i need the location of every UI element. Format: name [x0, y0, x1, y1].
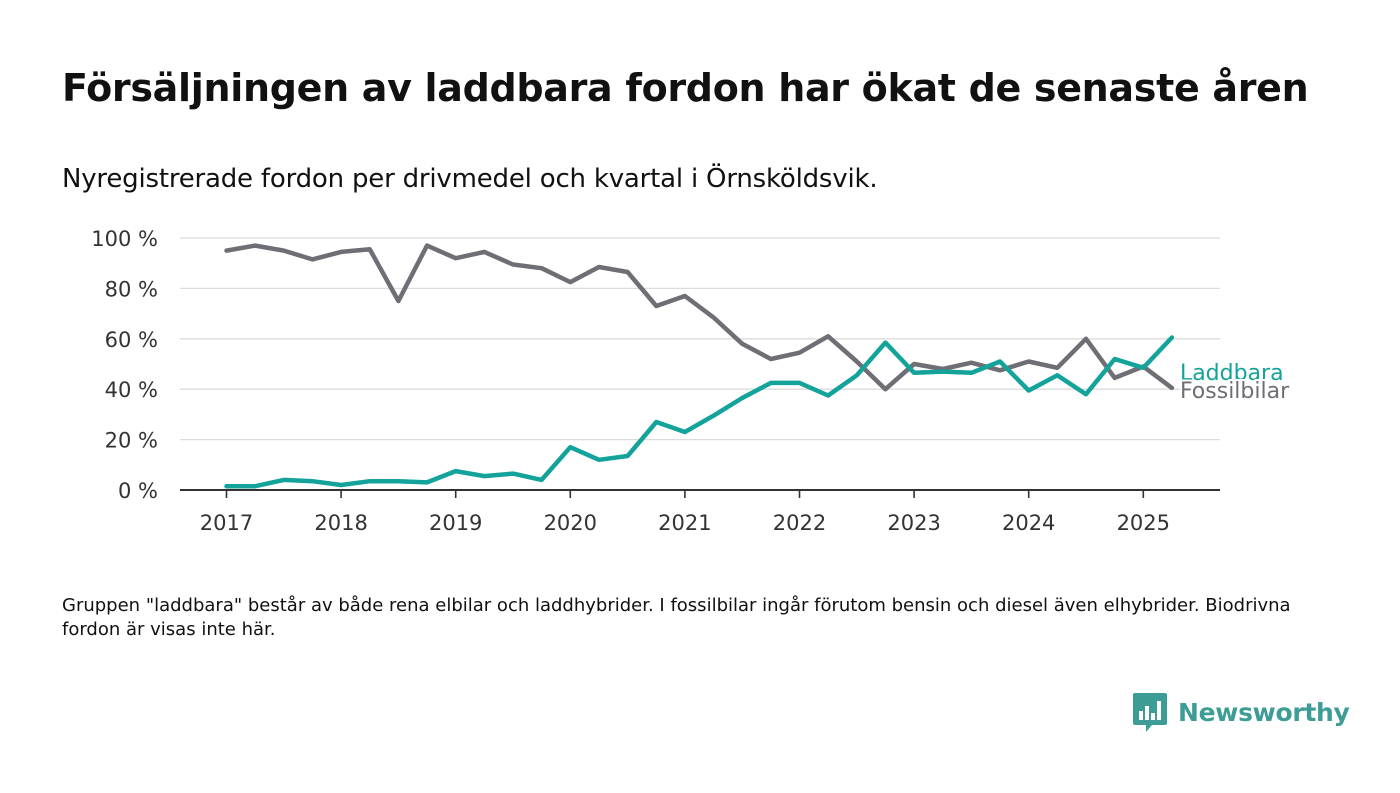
series-label-fossil: Fossilbilar	[1180, 379, 1290, 404]
brand-logo[interactable]: Newsworthy	[1132, 690, 1350, 734]
grid-lines	[180, 237, 1220, 441]
x-tick-label: 2024	[1002, 511, 1055, 535]
x-tick-label: 2017	[200, 511, 253, 535]
y-tick-label: 60 %	[105, 328, 158, 352]
x-tick-label: 2021	[658, 511, 711, 535]
series-line-fossil	[224, 243, 1175, 392]
x-tick-label: 2019	[429, 511, 482, 535]
y-tick-label: 40 %	[105, 378, 158, 402]
y-tick-label: 20 %	[105, 429, 158, 453]
chart-subtitle: Nyregistrerade fordon per drivmedel och …	[62, 164, 878, 194]
y-axis-ticks: 0 % 20 % 40 % 60 % 80 % 100 %	[91, 227, 158, 503]
x-tick-label: 2018	[314, 511, 367, 535]
series-lines	[224, 243, 1175, 489]
line-chart: 0 % 20 % 40 % 60 % 80 % 100 % 2017 2018 2019 202…	[91, 227, 1292, 535]
x-tick-label: 2025	[1117, 511, 1170, 535]
y-tick-label: 80 %	[105, 277, 158, 301]
brand-name: Newsworthy	[1178, 697, 1350, 727]
y-tick-label: 100 %	[91, 227, 158, 251]
series-line-laddbara	[224, 335, 1175, 489]
x-tick-label: 2020	[544, 511, 597, 535]
y-tick-label: 0 %	[118, 479, 158, 503]
x-tick-label: 2022	[773, 511, 826, 535]
footnote: Gruppen "laddbara" består av både rena e…	[62, 595, 1291, 640]
x-axis-ticks: 2017 2018 2019 2020 2021 2022 2023 2024 2025	[200, 490, 1170, 535]
chart-title: Försäljningen av laddbara fordon har öka…	[62, 66, 1309, 110]
series-label-laddbara: Laddbara	[1180, 361, 1284, 386]
newsworthy-logo-icon	[1133, 693, 1167, 732]
x-tick-label: 2023	[887, 511, 940, 535]
